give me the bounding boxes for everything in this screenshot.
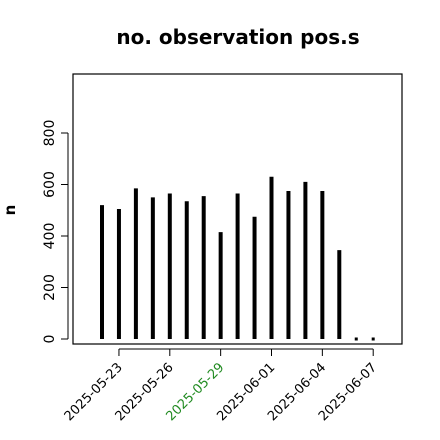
- bar-series: [100, 176, 375, 341]
- x-axis: 2025-05-232025-05-262025-05-292025-06-01…: [62, 348, 380, 424]
- y-axis: 0 200 400 600 800: [42, 120, 69, 344]
- bar: [371, 337, 375, 341]
- y-axis-label: n: [1, 205, 19, 216]
- bar: [354, 337, 358, 341]
- chart-title: no. observation pos.s: [116, 25, 359, 49]
- plot-frame: [72, 73, 403, 345]
- y-tick-label: 600: [42, 171, 58, 198]
- y-tick-label: 400: [42, 223, 58, 250]
- y-tick-label: 200: [42, 274, 58, 301]
- y-tick-label: 0: [42, 335, 58, 344]
- y-tick-label: 800: [42, 120, 58, 147]
